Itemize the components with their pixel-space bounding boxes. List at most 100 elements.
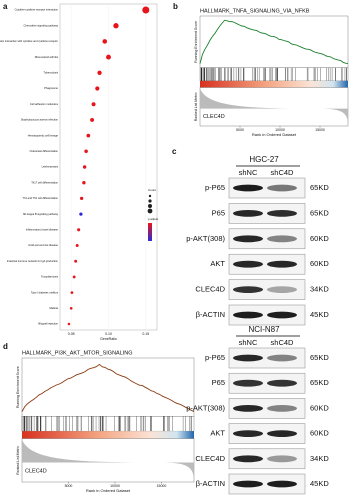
band xyxy=(233,286,263,293)
term-label: Cytokine-cytokine receptor interaction xyxy=(15,8,59,12)
lane-label: shNC xyxy=(239,338,258,347)
gsea-title: HALLMARK_PI3K_AKT_MTOR_SIGNALING xyxy=(22,350,133,356)
panel-label: c xyxy=(172,147,177,156)
term-label: Phagosome xyxy=(44,86,58,90)
x-axis-label: Rank in Ordered Dataset xyxy=(86,488,131,493)
protein-label: AKT xyxy=(210,429,225,438)
term-label: Th1 and Th2 cell differentiation xyxy=(22,196,58,200)
band xyxy=(233,430,263,437)
protein-label: p-AKT(308) xyxy=(186,403,225,412)
protein-label: p-P65 xyxy=(205,353,225,362)
term-label: Chemokine signaling pathway xyxy=(24,23,59,27)
es-frame xyxy=(199,15,349,68)
y-axis-label: Running Enrichment Score xyxy=(194,21,198,63)
term-label: Cell adhesion molecules xyxy=(30,102,59,106)
gene-label: CLEC4D xyxy=(203,114,225,120)
protein-label: β-ACTIN xyxy=(196,310,225,319)
term-label: Rheumatoid arthritis xyxy=(35,55,59,59)
x-tick-label: 0.05 xyxy=(68,332,75,336)
protein-label: CLEC4D xyxy=(195,454,225,463)
dot xyxy=(86,133,91,138)
size-label: 60KD xyxy=(310,403,329,412)
size-label: 65KD xyxy=(310,378,329,387)
term-label: Leishmaniasis xyxy=(42,165,59,169)
band xyxy=(233,405,263,412)
dot xyxy=(84,149,88,154)
dot xyxy=(95,86,100,91)
size-label: 65KD xyxy=(310,208,329,217)
term-label: Inflammatory bowel disease xyxy=(26,227,59,231)
term-label: Osteoclast differentiation xyxy=(30,149,59,153)
term-label: Intestinal immune network for IgA produc… xyxy=(7,259,59,263)
lane-label: shNC xyxy=(239,168,258,177)
x-tick-label: 0.15 xyxy=(142,332,149,336)
term-label: Type I diabetes mellitus xyxy=(31,290,59,294)
term-label: Tuberculosis xyxy=(43,70,58,74)
dot xyxy=(97,70,102,75)
legend-dot xyxy=(148,199,152,203)
dot xyxy=(82,180,86,185)
band xyxy=(267,210,297,217)
term-label: Allograft rejection xyxy=(38,322,59,326)
band xyxy=(267,286,297,293)
dot xyxy=(69,306,73,310)
band xyxy=(233,379,263,387)
size-label: 60KD xyxy=(310,259,329,268)
band xyxy=(267,354,297,362)
panel-label: d xyxy=(3,342,8,351)
protein-label: p-P65 xyxy=(205,183,225,192)
x-axis-label: GeneRatio xyxy=(100,337,117,341)
y-axis-label: Ranked List Metric xyxy=(194,92,198,121)
band xyxy=(233,311,263,319)
lane-label: shC4D xyxy=(271,168,295,177)
x-tick-label: 10000 xyxy=(275,128,285,132)
lane-label: shC4D xyxy=(271,338,295,347)
band xyxy=(233,480,263,488)
band xyxy=(233,455,263,463)
legend-dot xyxy=(148,204,152,208)
blot-box xyxy=(228,279,306,300)
dot xyxy=(67,322,71,326)
es-curve xyxy=(21,363,195,413)
dot xyxy=(90,117,95,122)
dot xyxy=(79,212,83,216)
x-tick-label: 15000 xyxy=(157,484,167,488)
term-label: Graft-versus-host disease xyxy=(28,243,58,247)
x-tick-label: 10000 xyxy=(110,484,120,488)
band xyxy=(233,354,263,362)
dot xyxy=(72,275,76,279)
term-label: Th17 cell differentiation xyxy=(31,180,58,184)
rank-color-bar xyxy=(200,80,348,88)
dot xyxy=(113,23,119,29)
band xyxy=(267,379,297,387)
dot xyxy=(74,259,78,263)
legend-title: p.adjust xyxy=(148,217,159,221)
term-label: Viral protein interaction with cytokine … xyxy=(0,39,58,43)
size-label: 34KD xyxy=(310,454,329,463)
size-label: 65KD xyxy=(310,183,329,192)
gsea-title: HALLMARK_TNFA_SIGNALING_VIA_NFKB xyxy=(200,8,310,14)
panel-label: a xyxy=(3,2,8,11)
term-label: Toxoplasmosis xyxy=(41,275,59,279)
gene-label: CLEC4D xyxy=(25,469,47,475)
x-axis-label: Rank in Ordered Dataset xyxy=(252,132,297,137)
protein-label: β-ACTIN xyxy=(196,479,225,488)
blot-box xyxy=(228,448,306,470)
y-axis-label: Ranked List Metric xyxy=(16,446,20,475)
legend-dot xyxy=(148,194,152,198)
band xyxy=(267,430,297,437)
protein-label: p-AKT(308) xyxy=(186,234,225,243)
protein-label: P65 xyxy=(212,208,225,217)
panel-label: b xyxy=(173,2,178,11)
protein-label: AKT xyxy=(210,259,225,268)
size-label: 65KD xyxy=(310,353,329,362)
es-curve xyxy=(199,19,349,65)
protein-label: CLEC4D xyxy=(195,285,225,294)
y-axis-label: Running Enrichment Score xyxy=(16,366,20,408)
band xyxy=(267,235,297,243)
es-frame xyxy=(21,357,195,417)
size-label: 60KD xyxy=(310,234,329,243)
size-label: 60KD xyxy=(310,429,329,438)
band xyxy=(267,311,297,319)
